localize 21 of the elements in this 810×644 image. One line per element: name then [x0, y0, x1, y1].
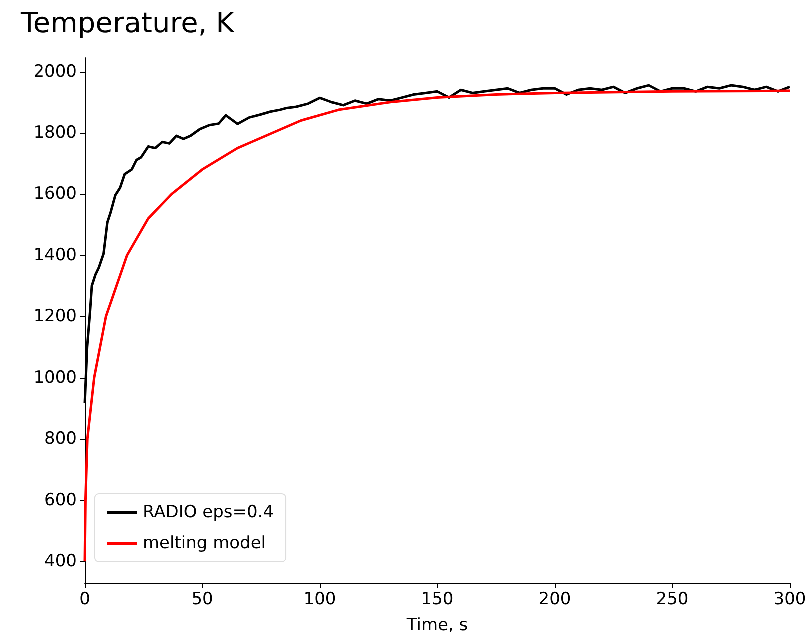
y-tick-label: 1600	[34, 184, 77, 204]
x-tick-label: 150	[421, 590, 454, 610]
x-tick-label: 50	[192, 590, 214, 610]
y-tick-label: 600	[44, 490, 77, 510]
y-tick-label: 400	[44, 552, 77, 572]
x-tick-label: 200	[538, 590, 572, 610]
y-tick-label: 2000	[34, 62, 77, 82]
chart-title: Temperature, K	[20, 6, 236, 40]
x-tick-label: 0	[80, 590, 90, 610]
x-tick-label: 300	[774, 590, 806, 610]
x-axis-title: Time, s	[406, 616, 468, 636]
y-tick-label: 1400	[34, 245, 77, 266]
legend-label: RADIO eps=0.4	[143, 502, 274, 522]
y-tick-label: 1000	[34, 368, 77, 388]
y-tick-label: 1800	[34, 123, 77, 143]
y-tick-label: 1200	[34, 306, 77, 327]
line-series	[84, 90, 792, 563]
legend-label: melting model	[143, 534, 266, 554]
x-tick-label: 250	[656, 590, 689, 610]
y-tick-label: 800	[44, 429, 77, 450]
x-tick-label: 100	[304, 590, 336, 610]
